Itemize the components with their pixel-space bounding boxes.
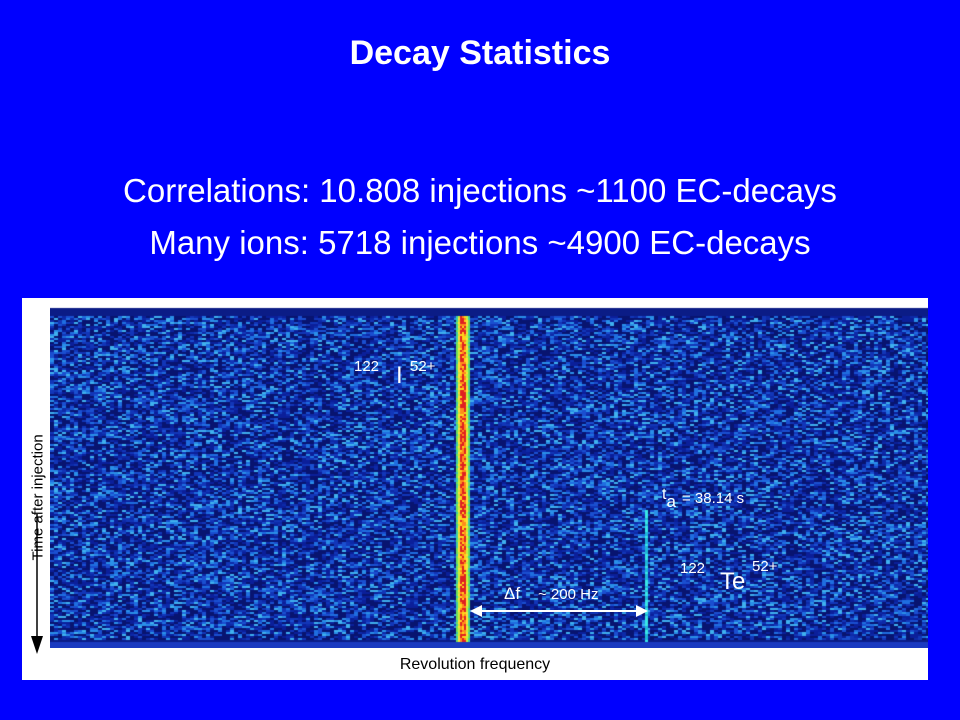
correlations-line: Correlations: 10.808 injections ~1100 EC…: [123, 172, 837, 209]
ta-subscript: a: [666, 492, 676, 511]
ta-value: = 38.14 s: [682, 490, 745, 507]
delta-symbol: Δ: [504, 584, 516, 603]
down-arrow-icon: [31, 514, 43, 654]
slide-title: Decay Statistics: [349, 34, 611, 72]
daughter-symbol-label: Te: [720, 568, 746, 595]
ta-symbol: t: [662, 486, 667, 503]
daughter-mass-label: 122: [680, 560, 706, 577]
x-axis-label: Revolution frequency: [399, 656, 551, 673]
spectrogram-figure: Time after injection 122 I 52+ ta = 38.1…: [22, 298, 928, 680]
double-arrow-icon: [470, 605, 648, 617]
delta-f-value: ~ 200 Hz: [538, 586, 599, 603]
spectrogram-canvas: [50, 298, 928, 648]
many-ions-line: Many ions: 5718 injections ~4900 EC-deca…: [149, 224, 811, 261]
parent-mass-label: 122: [354, 358, 380, 375]
ta-label: ta: [662, 484, 676, 511]
delta-f-symbol: f: [515, 584, 521, 603]
daughter-charge-label: 52+: [752, 558, 778, 575]
delta-f-label: Δf: [504, 584, 520, 604]
spectrogram: 122 I 52+ ta = 38.14 s 122 Te 52+ Δf ~ 2…: [50, 298, 928, 648]
parent-symbol-label: I: [396, 362, 403, 389]
y-axis: Time after injection: [26, 318, 50, 654]
parent-charge-label: 52+: [410, 358, 436, 375]
